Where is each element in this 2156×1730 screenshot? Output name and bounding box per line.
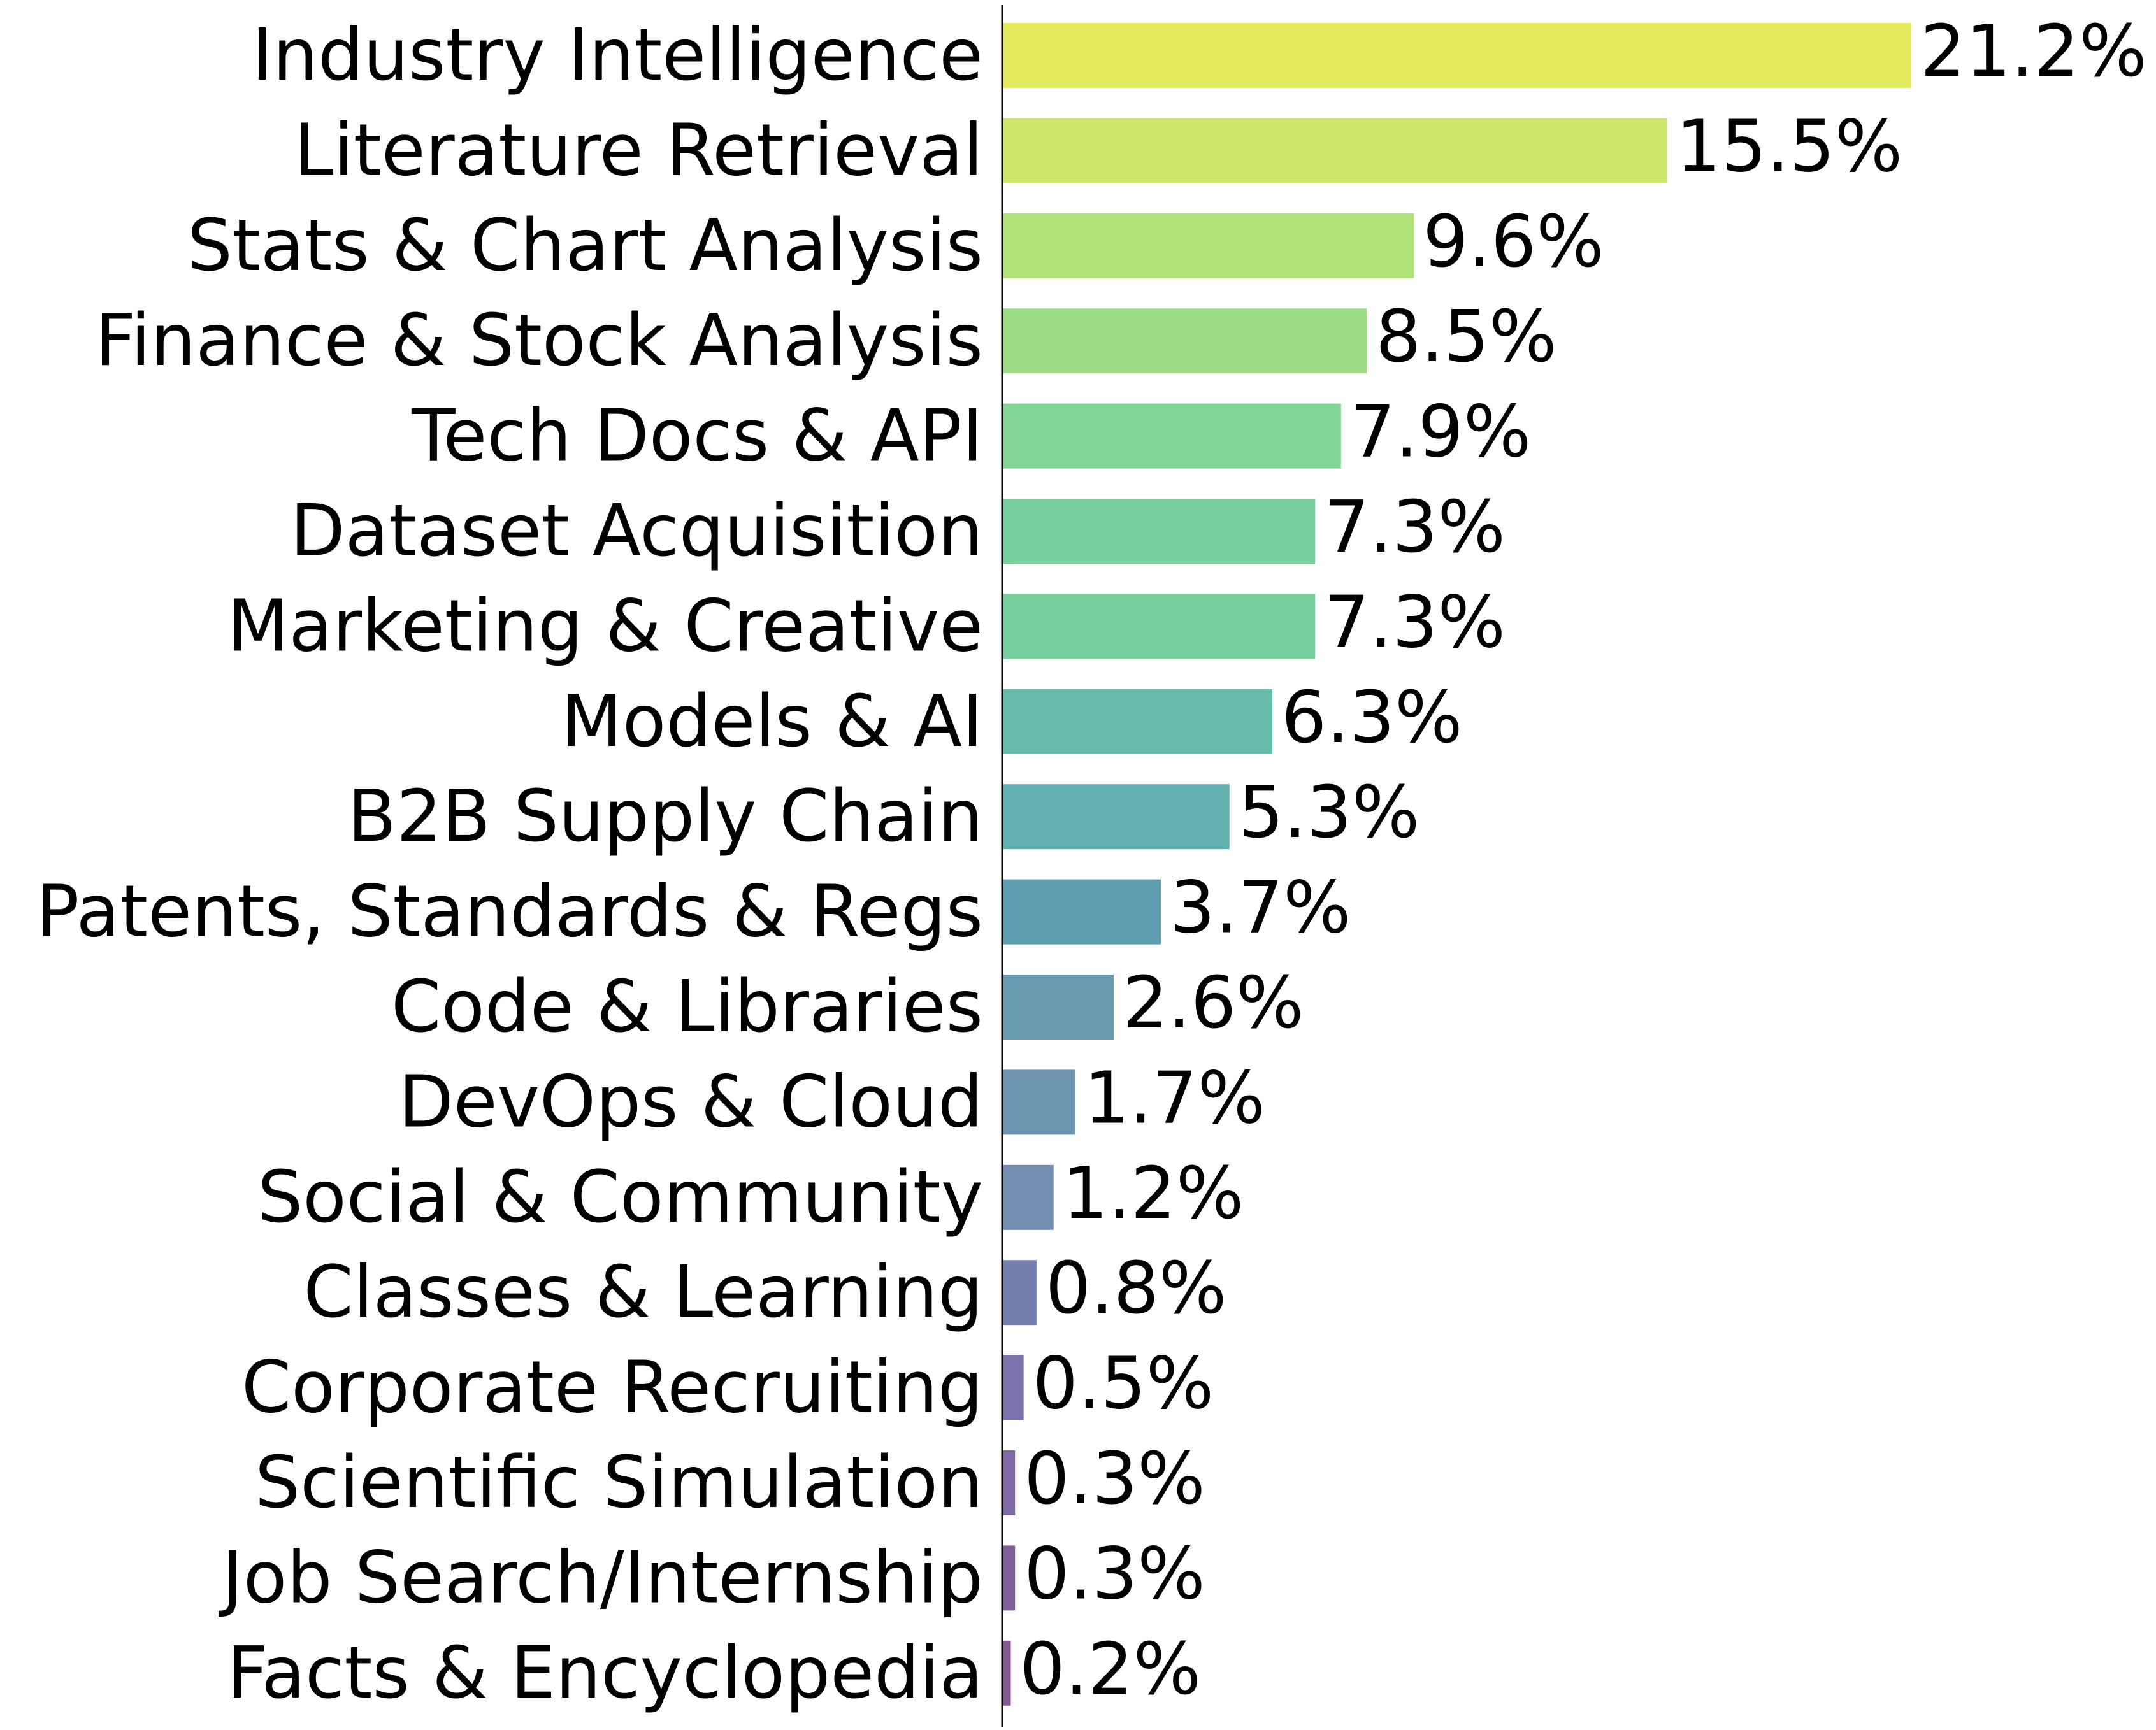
bar-1 [1002, 118, 1667, 183]
bar-6 [1002, 594, 1316, 659]
bar-5 [1002, 499, 1316, 564]
category-label: Patents, Standards & Regs [36, 871, 983, 954]
value-label: 2.6% [1123, 962, 1304, 1045]
category-label: Stats & Chart Analysis [187, 204, 983, 287]
category-label: Marketing & Creative [227, 585, 983, 668]
value-label: 3.7% [1170, 867, 1351, 950]
category-label: Models & AI [561, 680, 983, 763]
value-label: 7.3% [1324, 581, 1506, 664]
category-label: Industry Intelligence [252, 14, 983, 97]
value-label: 0.8% [1046, 1247, 1227, 1330]
category-label: Classes & Learning [303, 1251, 983, 1334]
category-label: Finance & Stock Analysis [95, 299, 983, 382]
category-label: Tech Docs & API [411, 395, 983, 478]
value-label: 1.2% [1063, 1152, 1244, 1235]
value-label: 7.3% [1324, 486, 1506, 569]
category-label: Job Search/Internship [219, 1536, 983, 1619]
category-label: Dataset Acquisition [290, 490, 983, 573]
category-label: Corporate Recruiting [241, 1347, 983, 1429]
category-label: Literature Retrieval [294, 109, 983, 192]
bar-0 [1002, 23, 1911, 88]
value-label: 1.7% [1084, 1057, 1265, 1140]
value-label: 0.3% [1024, 1533, 1205, 1615]
value-label: 9.6% [1423, 201, 1604, 283]
value-label: 8.5% [1376, 296, 1557, 378]
value-label: 0.3% [1024, 1438, 1205, 1520]
bar-10 [1002, 975, 1114, 1040]
category-label: Code & Libraries [391, 966, 983, 1048]
bar-13 [1002, 1260, 1037, 1326]
bar-17 [1002, 1640, 1011, 1706]
bar-4 [1002, 403, 1341, 469]
value-label: 0.2% [1019, 1628, 1201, 1711]
bar-9 [1002, 879, 1161, 945]
bar-7 [1002, 689, 1273, 754]
category-label: DevOps & Cloud [399, 1061, 984, 1143]
category-label: B2B Supply Chain [347, 775, 983, 858]
category-labels-group: Industry Intelligence Literature Retrieva… [36, 14, 983, 1715]
bars-group [1002, 23, 1911, 1706]
value-label: 0.5% [1033, 1343, 1214, 1426]
bar-3 [1002, 308, 1367, 374]
value-labels-group: 21.2%15.5% 9.6% 8.5% 7.9% 7.3% 7.3% 6.3% 5.3% 3.… [1019, 10, 2146, 1711]
value-label: 5.3% [1239, 771, 1420, 854]
bar-16 [1002, 1545, 1016, 1611]
bar-15 [1002, 1450, 1016, 1515]
bar-12 [1002, 1164, 1054, 1230]
category-label: Scientific Simulation [255, 1441, 983, 1524]
bar-8 [1002, 784, 1230, 850]
bar-14 [1002, 1355, 1024, 1420]
category-label: Facts & Encyclopedia [227, 1632, 983, 1715]
value-label: 7.9% [1350, 391, 1532, 474]
value-label: 6.3% [1281, 676, 1463, 759]
value-label: 15.5% [1676, 105, 1902, 188]
value-label: 21.2% [1920, 10, 2147, 93]
bar-11 [1002, 1069, 1075, 1135]
category-label: Social & Community [257, 1156, 983, 1239]
bar-2 [1002, 213, 1414, 278]
